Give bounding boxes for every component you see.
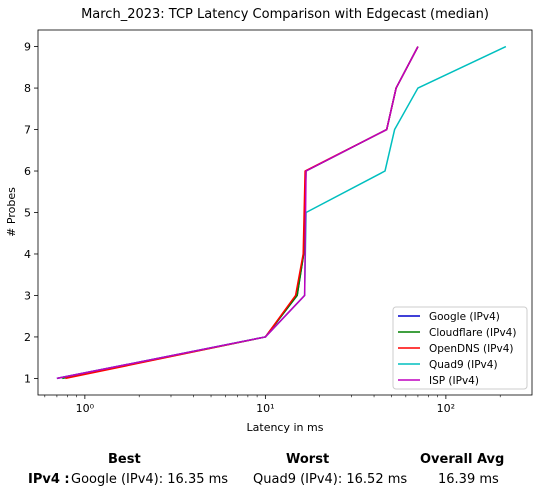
y-tick-label: 2 [24,331,31,344]
y-axis: 1 2 3 4 5 6 7 8 9 [24,41,38,385]
x-axis: 10⁰ 10¹ 10² [44,395,501,415]
latency-chart: March_2023: TCP Latency Comparison with … [5,7,533,434]
series-lines [56,45,507,380]
legend-entry: Google (IPv4) [429,311,500,323]
legend-entry: ISP (IPv4) [429,375,479,387]
chart-title: March_2023: TCP Latency Comparison with … [81,7,489,22]
legend-entry: OpenDNS (IPv4) [429,343,514,355]
y-tick-label: 6 [24,165,31,178]
y-tick-label: 9 [24,41,31,54]
ipv4-row-label: IPv4 : [28,472,70,487]
best-header: Best [108,452,141,467]
x-tick-label: 10¹ [256,402,274,415]
y-tick-label: 5 [24,207,31,220]
legend-entry: Quad9 (IPv4) [429,359,498,371]
worst-header: Worst [286,452,330,467]
y-tick-label: 4 [24,248,31,261]
legend-frame [392,306,528,390]
summary-table: Best Worst Overall Avg IPv4 : Google (IP… [0,448,541,496]
legend: Google (IPv4) Cloudflare (IPv4) OpenDNS (I… [392,306,528,390]
x-tick-label: 10⁰ [76,402,95,415]
y-tick-label: 3 [24,289,31,302]
overall-avg-value: 16.39 ms [438,472,499,487]
y-axis-label: # Probes [5,187,18,237]
worst-value: Quad9 (IPv4): 16.52 ms [253,472,408,487]
series-line-4 [56,46,419,380]
x-axis-label: Latency in ms [247,421,324,434]
best-value: Google (IPv4): 16.35 ms [71,472,229,487]
y-tick-label: 8 [24,82,31,95]
y-tick-label: 1 [24,372,31,385]
overall-avg-header: Overall Avg [420,452,505,467]
legend-entry: Cloudflare (IPv4) [429,327,516,339]
y-tick-label: 7 [24,124,31,137]
x-tick-label: 10² [437,402,455,415]
